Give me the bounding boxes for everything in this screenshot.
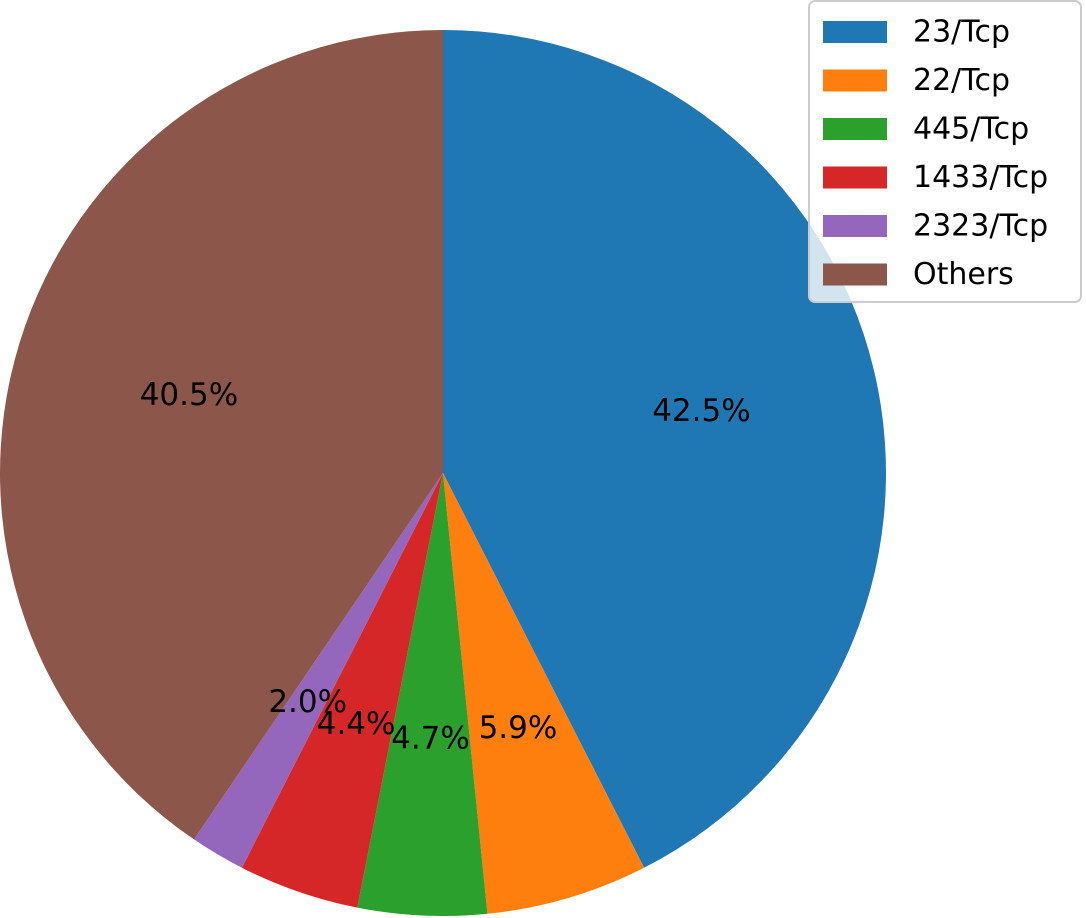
legend-label: 22/Tcp: [913, 63, 1010, 98]
pie-percent-label: 42.5%: [652, 393, 750, 429]
legend-swatch: [823, 69, 887, 92]
pie-percent-label: 4.4%: [317, 706, 396, 742]
pie-slices: [0, 30, 887, 916]
pie-slice-22-tcp: [443, 473, 645, 914]
pie-percent-label: 40.5%: [140, 377, 238, 413]
pie-slice-1433-tcp: [241, 473, 443, 908]
pie-percent-labels: 42.5% 5.9%4.7%4.4%2.0% 40.5%: [140, 377, 751, 757]
pie-slice-23-tcp: [443, 30, 887, 868]
pie-percent-label: 5.9%: [479, 710, 558, 746]
legend-label: 445/Tcp: [913, 112, 1029, 147]
pie-slice-445-tcp: [357, 473, 488, 916]
legend-label: 1433/Tcp: [913, 160, 1048, 195]
pie-percent-label: 4.7%: [391, 721, 470, 757]
legend-swatch: [823, 166, 887, 189]
legend-swatch: [823, 118, 887, 140]
pie-slice-others: [0, 30, 443, 840]
legend-items: 23/Tcp 22/Tcp 445/Tcp 1433/Tcp 2323/Tcp Other…: [823, 15, 1048, 292]
legend-label: 23/Tcp: [913, 15, 1010, 50]
legend-label: Others: [913, 257, 1014, 292]
legend-swatch: [823, 263, 887, 286]
legend-label: 2323/Tcp: [913, 209, 1048, 244]
legend: 23/Tcp 22/Tcp 445/Tcp 1433/Tcp 2323/Tcp Other…: [808, 0, 1082, 303]
pie-slice-2323-tcp: [193, 473, 443, 868]
legend-swatch: [823, 21, 887, 43]
pie-percent-label: 2.0%: [268, 684, 347, 720]
legend-swatch: [823, 215, 887, 237]
